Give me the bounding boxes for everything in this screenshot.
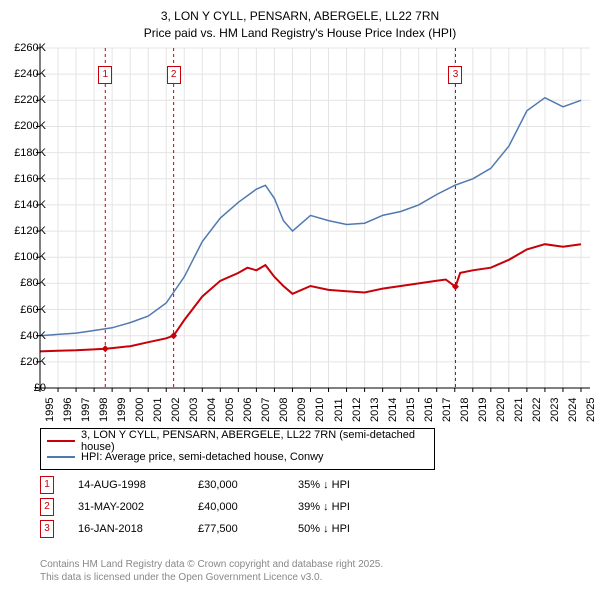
event-marker-on-chart: 2 (167, 66, 181, 84)
y-tick-label: £140K (14, 199, 46, 211)
event-marker-on-chart: 3 (448, 66, 462, 84)
x-tick-label: 2022 (531, 398, 543, 422)
event-price: £77,500 (198, 523, 298, 535)
x-tick-label: 2010 (314, 398, 326, 422)
y-tick-label: £260K (14, 42, 46, 54)
x-tick-label: 2006 (242, 398, 254, 422)
x-tick-label: 2021 (513, 398, 525, 422)
x-tick-label: 2007 (260, 398, 272, 422)
event-row: 2 31-MAY-2002 £40,000 39% ↓ HPI (40, 496, 398, 518)
legend-swatch (47, 440, 75, 442)
x-tick-label: 2019 (477, 398, 489, 422)
x-tick-label: 2012 (351, 398, 363, 422)
x-tick-label: 2025 (585, 398, 597, 422)
x-tick-label: 1995 (44, 398, 56, 422)
y-tick-label: £220K (14, 94, 46, 106)
x-tick-label: 2024 (567, 398, 579, 422)
event-row: 1 14-AUG-1998 £30,000 35% ↓ HPI (40, 474, 398, 496)
x-tick-label: 2018 (459, 398, 471, 422)
chart-svg (40, 48, 590, 388)
footer-line-2: This data is licensed under the Open Gov… (40, 571, 383, 584)
x-tick-label: 2013 (369, 398, 381, 422)
x-tick-label: 2016 (423, 398, 435, 422)
y-tick-label: £0 (34, 382, 46, 394)
y-tick-label: £180K (14, 147, 46, 159)
event-price: £40,000 (198, 501, 298, 513)
event-number-box: 2 (40, 498, 54, 516)
y-tick-label: £100K (14, 251, 46, 263)
event-date: 16-JAN-2018 (78, 523, 198, 535)
chart-title: 3, LON Y CYLL, PENSARN, ABERGELE, LL22 7… (0, 0, 600, 46)
event-number-box: 3 (40, 520, 54, 538)
chart-plot-area (40, 48, 590, 388)
y-tick-label: £40K (20, 330, 46, 342)
legend-swatch (47, 456, 75, 458)
footer-line-1: Contains HM Land Registry data © Crown c… (40, 558, 383, 571)
x-tick-label: 2020 (495, 398, 507, 422)
x-tick-label: 1998 (98, 398, 110, 422)
event-delta: 50% ↓ HPI (298, 523, 398, 535)
x-tick-label: 2000 (134, 398, 146, 422)
x-tick-label: 2011 (333, 398, 345, 422)
footer-attribution: Contains HM Land Registry data © Crown c… (40, 558, 383, 584)
x-tick-label: 2014 (387, 398, 399, 422)
y-tick-label: £120K (14, 225, 46, 237)
x-tick-label: 2015 (405, 398, 417, 422)
y-tick-label: £60K (20, 304, 46, 316)
event-date: 14-AUG-1998 (78, 479, 198, 491)
event-row: 3 16-JAN-2018 £77,500 50% ↓ HPI (40, 518, 398, 540)
x-tick-label: 1997 (80, 398, 92, 422)
x-tick-label: 2023 (549, 398, 561, 422)
x-tick-label: 2017 (441, 398, 453, 422)
y-tick-label: £20K (20, 356, 46, 368)
event-marker-on-chart: 1 (98, 66, 112, 84)
legend-label: 3, LON Y CYLL, PENSARN, ABERGELE, LL22 7… (81, 429, 428, 453)
y-tick-label: £160K (14, 173, 46, 185)
legend: 3, LON Y CYLL, PENSARN, ABERGELE, LL22 7… (40, 428, 435, 470)
x-tick-label: 2008 (278, 398, 290, 422)
x-tick-label: 2004 (206, 398, 218, 422)
legend-item: 3, LON Y CYLL, PENSARN, ABERGELE, LL22 7… (47, 433, 428, 449)
event-delta: 35% ↓ HPI (298, 479, 398, 491)
x-tick-label: 2005 (224, 398, 236, 422)
x-tick-label: 1996 (62, 398, 74, 422)
legend-label: HPI: Average price, semi-detached house,… (81, 451, 324, 463)
x-tick-label: 2009 (296, 398, 308, 422)
event-date: 31-MAY-2002 (78, 501, 198, 513)
y-tick-label: £240K (14, 68, 46, 80)
y-tick-label: £80K (20, 277, 46, 289)
x-tick-label: 2002 (170, 398, 182, 422)
title-line-2: Price paid vs. HM Land Registry's House … (0, 25, 600, 42)
x-tick-label: 1999 (116, 398, 128, 422)
event-number-box: 1 (40, 476, 54, 494)
x-tick-label: 2003 (188, 398, 200, 422)
y-tick-label: £200K (14, 120, 46, 132)
event-delta: 39% ↓ HPI (298, 501, 398, 513)
event-table: 1 14-AUG-1998 £30,000 35% ↓ HPI 2 31-MAY… (40, 474, 398, 540)
event-price: £30,000 (198, 479, 298, 491)
title-line-1: 3, LON Y CYLL, PENSARN, ABERGELE, LL22 7… (0, 8, 600, 25)
x-tick-label: 2001 (152, 398, 164, 422)
